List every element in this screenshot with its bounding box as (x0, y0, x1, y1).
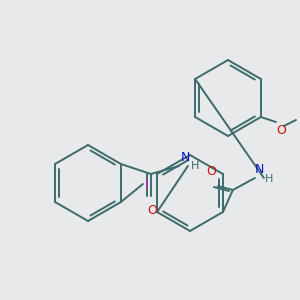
Text: N: N (181, 151, 190, 164)
Text: N: N (255, 163, 264, 176)
Text: O: O (147, 204, 157, 217)
Text: I: I (145, 178, 148, 190)
Text: O: O (206, 165, 216, 178)
Text: H: H (265, 174, 273, 184)
Text: H: H (191, 161, 199, 171)
Text: O: O (276, 124, 286, 137)
